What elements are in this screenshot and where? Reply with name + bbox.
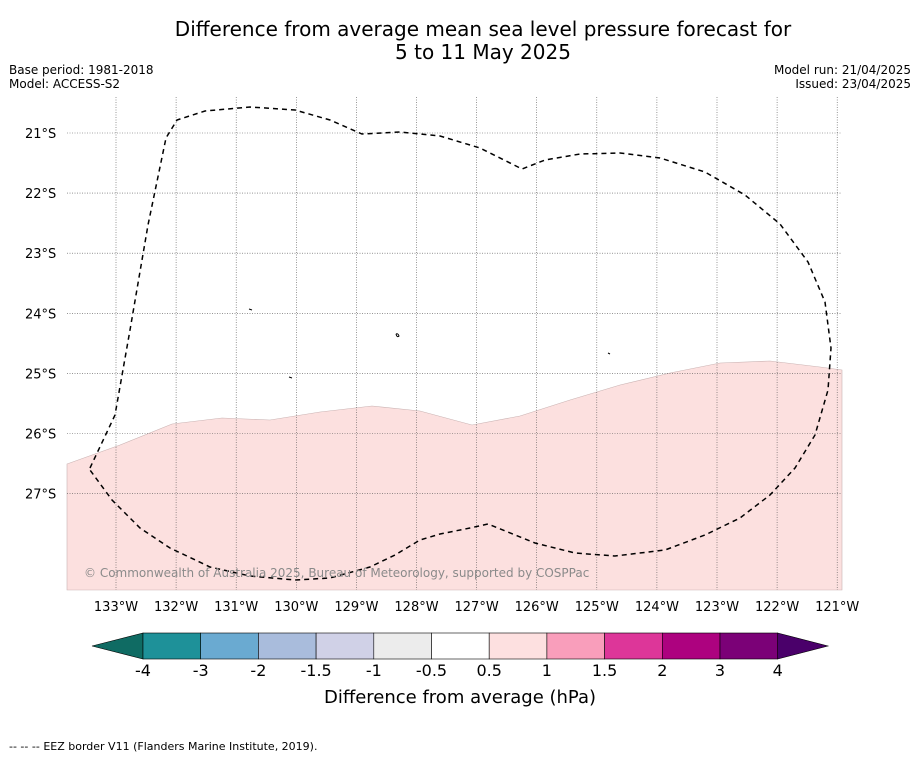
latitude-label: 22°S <box>25 187 56 202</box>
latitude-label: 26°S <box>25 428 56 443</box>
colorbar-label: Difference from average (hPa) <box>324 687 596 708</box>
colorbar-tick-label: -1 <box>366 661 382 680</box>
legend-text: EEZ border V11 (Flanders Marine Institut… <box>43 740 318 753</box>
latitude-label: 25°S <box>25 367 56 382</box>
latitude-label: 27°S <box>25 488 56 503</box>
colorbar-segment <box>488 632 548 660</box>
longitude-label: 127°W <box>455 600 499 615</box>
colorbar-segment <box>661 632 721 660</box>
longitude-label: 126°W <box>515 600 559 615</box>
graticule <box>67 97 842 590</box>
colorbar-segment <box>142 632 202 660</box>
longitude-label: 123°W <box>695 600 739 615</box>
colorbar-tick-label: -1.5 <box>300 661 331 680</box>
longitude-label: 133°W <box>94 600 138 615</box>
colorbar-tick-label: -0.5 <box>416 661 447 680</box>
longitude-label: 130°W <box>274 600 318 615</box>
colorbar-segment <box>431 632 490 660</box>
longitude-label: 131°W <box>214 600 258 615</box>
longitude-label: 124°W <box>635 600 679 615</box>
colorbar <box>91 632 830 660</box>
legend-marker: -- -- -- <box>9 740 40 753</box>
longitude-label: 125°W <box>575 600 619 615</box>
colorbar-extend-low <box>91 632 144 660</box>
colorbar-ticks: -4 -3 -2 -1.5 -1 -0.5 0.5 1 1.5 2 3 4 <box>135 661 783 680</box>
colorbar-segment <box>258 632 317 660</box>
colorbar-segment <box>604 632 663 660</box>
copyright-watermark: © Commonwealth of Australia 2025, Bureau… <box>84 566 589 580</box>
latitude-label: 23°S <box>25 247 56 262</box>
colorbar-tick-label: 3 <box>715 661 725 680</box>
colorbar-tick-label: -3 <box>193 661 209 680</box>
colorbar-tick-label: 1.5 <box>592 661 617 680</box>
colorbar-tick-label: -2 <box>250 661 266 680</box>
colorbar-tick-label: -4 <box>135 661 151 680</box>
colorbar-tick-label: 0.5 <box>476 661 501 680</box>
island-marks <box>248 308 611 379</box>
title-line-1: Difference from average mean sea level p… <box>174 17 792 41</box>
colorbar-tick-label: 4 <box>773 661 783 680</box>
legend-footer: -- -- -- EEZ border V11 (Flanders Marine… <box>9 740 317 753</box>
model-run: Model run: 21/04/2025 <box>773 63 911 77</box>
issued-date: Issued: 23/04/2025 <box>795 77 911 91</box>
longitude-label: 121°W <box>815 600 859 615</box>
colorbar-tick-label: 1 <box>542 661 552 680</box>
latitude-label: 24°S <box>25 307 56 322</box>
colorbar-tick-label: 2 <box>657 661 667 680</box>
model-name: Model: ACCESS-S2 <box>9 77 121 91</box>
eez-border <box>89 106 832 581</box>
colorbar-segment <box>546 632 605 660</box>
anomaly-region <box>66 360 843 591</box>
latitude-label: 21°S <box>25 127 56 142</box>
colorbar-segment <box>200 632 259 660</box>
colorbar-segment <box>719 632 779 660</box>
longitude-label: 122°W <box>755 600 799 615</box>
colorbar-extend-high <box>777 632 830 660</box>
longitude-labels: 133°W 132°W 131°W 130°W 129°W 128°W 127°W 126°W… <box>94 600 860 615</box>
title-line-2: 5 to 11 May 2025 <box>395 40 571 64</box>
meta-right: Model run: 21/04/2025 Issued: 23/04/2025 <box>774 63 911 91</box>
meta-left: Base period: 1981-2018 Model: ACCESS-S2 <box>9 63 154 91</box>
colorbar-segment <box>315 632 375 660</box>
map-title: Difference from average mean sea level p… <box>0 18 919 64</box>
latitude-labels: 21°S 22°S 23°S 24°S 25°S 26°S 27°S <box>25 127 56 503</box>
base-period: Base period: 1981-2018 <box>9 63 154 77</box>
longitude-label: 129°W <box>334 600 378 615</box>
longitude-label: 128°W <box>394 600 438 615</box>
colorbar-segment <box>373 632 432 660</box>
longitude-label: 132°W <box>154 600 198 615</box>
